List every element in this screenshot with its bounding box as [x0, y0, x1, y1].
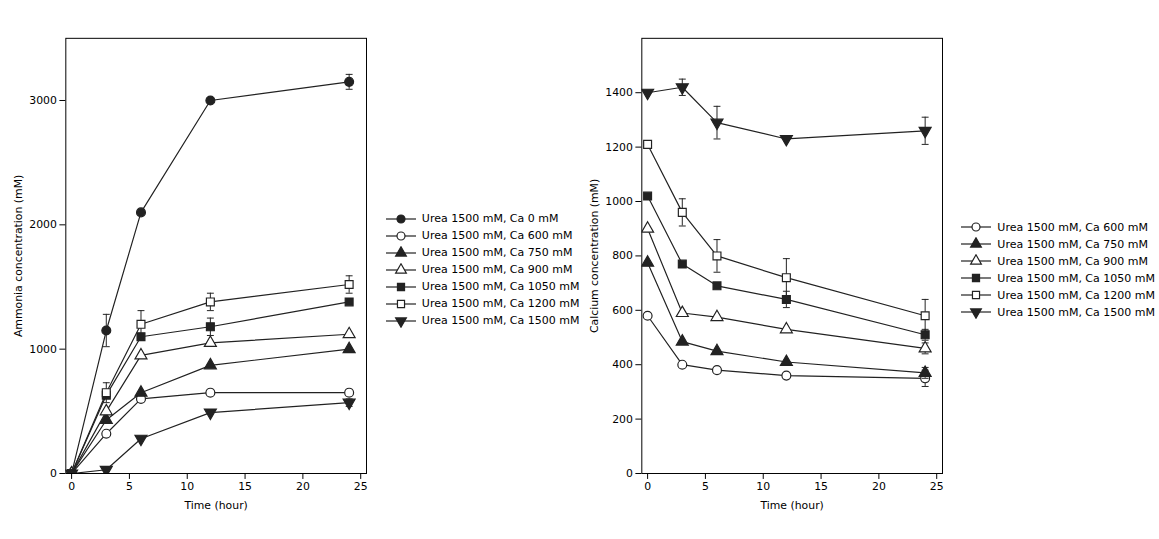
svg-text:10: 10	[756, 480, 770, 493]
html-text:Urea 1500 mM, Ca 1500 mM: Urea 1500 mM, Ca 1500 mM	[997, 305, 1155, 319]
html-text:Urea 1500 mM, Ca 1200 mM: Urea 1500 mM, Ca 1200 mM	[997, 288, 1155, 302]
svg-text:1400: 1400	[605, 86, 633, 99]
svg-text:20: 20	[296, 480, 310, 493]
svg-text:Calcium concentration (mM): Calcium concentration (mM)	[588, 179, 601, 333]
svg-text:2000: 2000	[29, 219, 57, 232]
svg-text:Time (hour): Time (hour)	[759, 499, 823, 512]
html-text:Urea 1500 mM, Ca 600 mM: Urea 1500 mM, Ca 600 mM	[421, 229, 573, 242]
svg-text:1200: 1200	[605, 141, 633, 154]
svg-text:800: 800	[612, 250, 633, 263]
svg-text:20: 20	[871, 480, 885, 493]
html-text:Urea 1500 mM, Ca 900 mM: Urea 1500 mM, Ca 900 mM	[997, 254, 1148, 268]
svg-text:0: 0	[50, 467, 57, 480]
html-text:Urea 1500 mM, Ca 1500 mM: Urea 1500 mM, Ca 1500 mM	[421, 314, 580, 327]
html-text:Urea 1500 mM, Ca 0 mM: Urea 1500 mM, Ca 0 mM	[421, 212, 559, 225]
svg-text:10: 10	[180, 480, 194, 493]
svg-text:1000: 1000	[29, 343, 57, 356]
svg-text:0: 0	[644, 480, 651, 493]
html-text:Urea 1500 mM, Ca 1200 mM: Urea 1500 mM, Ca 1200 mM	[421, 297, 580, 310]
svg-text:15: 15	[238, 480, 252, 493]
svg-text:5: 5	[126, 480, 133, 493]
html-text:Urea 1500 mM, Ca 900 mM: Urea 1500 mM, Ca 900 mM	[421, 263, 573, 276]
html-text:Urea 1500 mM, Ca 750 mM: Urea 1500 mM, Ca 750 mM	[997, 237, 1148, 251]
svg-text:1000: 1000	[605, 195, 633, 208]
html-text:Urea 1500 mM, Ca 600 mM: Urea 1500 mM, Ca 600 mM	[997, 220, 1148, 234]
svg-text:15: 15	[814, 480, 828, 493]
svg-text:0: 0	[625, 467, 632, 480]
svg-text:200: 200	[612, 413, 633, 426]
svg-text:0: 0	[68, 480, 75, 493]
svg-text:600: 600	[612, 304, 633, 317]
svg-text:3000: 3000	[29, 94, 57, 107]
svg-text:25: 25	[929, 480, 943, 493]
svg-text:400: 400	[612, 358, 633, 371]
svg-text:Time (hour): Time (hour)	[183, 499, 247, 512]
html-text:Urea 1500 mM, Ca 1050 mM: Urea 1500 mM, Ca 1050 mM	[997, 271, 1155, 285]
html-text:Urea 1500 mM, Ca 1050 mM: Urea 1500 mM, Ca 1050 mM	[421, 280, 580, 293]
svg-text:Ammonia concentration (mM): Ammonia concentration (mM)	[12, 175, 25, 337]
svg-text:5: 5	[701, 480, 708, 493]
html-text:Urea 1500 mM, Ca 750 mM: Urea 1500 mM, Ca 750 mM	[421, 246, 573, 259]
svg-text:25: 25	[354, 480, 368, 493]
